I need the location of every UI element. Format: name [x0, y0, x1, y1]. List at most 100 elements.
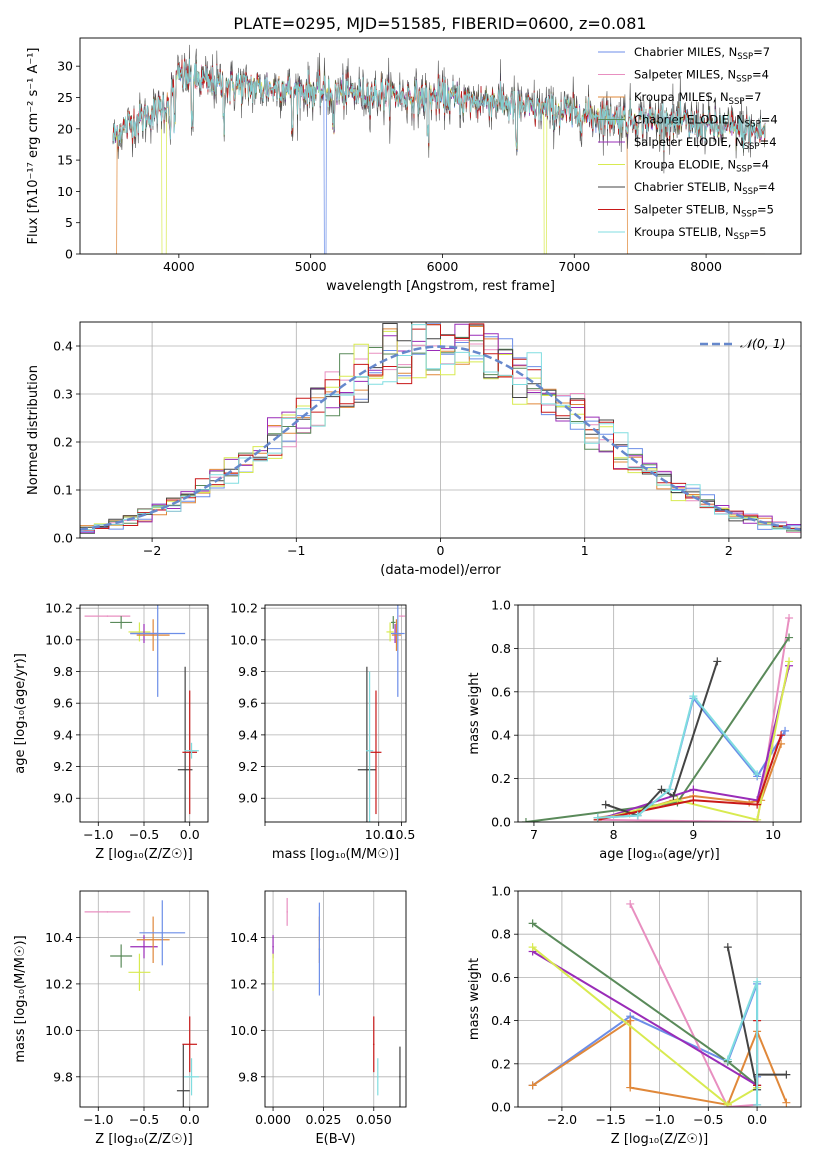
weight-marker — [782, 1098, 791, 1107]
x-tick-label: 0.0 — [180, 827, 200, 842]
y-tick-label: 0.4 — [491, 1013, 511, 1028]
weight-marker — [528, 919, 537, 928]
legend-n: =7 — [744, 90, 761, 104]
data-point — [138, 971, 141, 974]
weight-marker — [782, 1070, 791, 1079]
legend-label: Salpeter ELODIE, N — [634, 135, 744, 149]
x-axis-label: Z [log₁₀(Z/Z☉)] — [611, 1132, 708, 1147]
legend-label: Salpeter MILES, N — [634, 68, 736, 82]
x-tick-label: 0.0 — [747, 1112, 767, 1127]
y-tick-label: 0.0 — [491, 815, 511, 830]
weight-series-line — [597, 743, 783, 819]
y-tick-label: 10.2 — [230, 601, 258, 616]
legend-sub: SSP — [742, 187, 758, 197]
y-tick-label: 0.4 — [53, 339, 73, 354]
y-tick-label: 10.2 — [45, 976, 73, 991]
y-tick-label: 10.0 — [45, 1023, 73, 1038]
axes-frame — [79, 321, 802, 539]
weight-marker — [626, 899, 635, 908]
weight-marker — [601, 800, 610, 809]
y-tick-label: 10.4 — [45, 930, 73, 945]
data-point — [375, 751, 377, 754]
legend-entry: Kroupa MILES, NSSP=7 — [634, 90, 761, 107]
legend-entry: Kroupa STELIB, NSSP=5 — [634, 225, 766, 242]
panel-mass-vs-ebv: 0.000 0.025 0.050 9.8 10.0 10.2 10.4 E(B-V) — [230, 890, 407, 1147]
y-tick-label: 0.6 — [491, 684, 511, 699]
data-point — [399, 1076, 401, 1078]
y-tick-label: 9.8 — [238, 664, 258, 679]
axes-frame — [517, 890, 802, 1108]
x-tick-label: 0.050 — [356, 1112, 392, 1127]
legend-sub: SSP — [741, 210, 757, 220]
y-tick-label: 0.3 — [53, 387, 73, 402]
y-tick-label: 1.0 — [491, 884, 511, 899]
legend-n: =4 — [760, 135, 777, 149]
legend-n: =4 — [758, 180, 775, 194]
data-point — [156, 632, 159, 635]
x-tick-label: −1.0 — [644, 1112, 674, 1127]
plot-area — [521, 614, 794, 822]
y-tick-label: 0.1 — [53, 483, 73, 498]
legend-n: =4 — [761, 113, 778, 127]
axes-frame — [264, 604, 407, 823]
y-tick-label: 30 — [57, 59, 73, 74]
x-axis-label: Z [log₁₀(Z/Z☉)] — [95, 1132, 192, 1147]
x-tick-label: 1 — [581, 543, 589, 558]
y-tick-label: 10.0 — [45, 632, 73, 647]
legend-entry: Salpeter STELIB, NSSP=5 — [634, 203, 774, 220]
x-tick-label: 10 — [765, 827, 781, 842]
legend-entry: Chabrier ELODIE, NSSP=4 — [634, 113, 778, 130]
legend-n: =4 — [752, 158, 769, 172]
legend-label: Kroupa MILES, N — [634, 90, 729, 104]
legend-sub: SSP — [734, 232, 750, 242]
weight-marker — [665, 785, 674, 794]
weight-marker — [753, 800, 762, 809]
weight-marker — [777, 731, 786, 740]
legend-label: Chabrier STELIB, N — [634, 180, 742, 194]
panel-weight-vs-Z: −2.0 −1.5 −1.0 −0.5 0.0 0.0 0.2 0.4 0.6 0.8 1.0 Z [… — [467, 884, 802, 1147]
weight-marker — [657, 785, 666, 794]
weight-series-line — [629, 903, 758, 1107]
data-point — [188, 1043, 191, 1046]
data-point — [395, 634, 398, 636]
x-tick-label: 0.000 — [255, 1112, 291, 1127]
x-tick-label: 0.025 — [306, 1112, 342, 1127]
weight-marker — [593, 813, 602, 822]
spectrum-line — [112, 58, 766, 151]
y-tick-label: 0.6 — [491, 970, 511, 985]
axes-frame — [79, 890, 209, 1108]
legend-entry: Chabrier STELIB, NSSP=4 — [634, 180, 775, 197]
x-tick-label: −0.5 — [129, 1112, 159, 1127]
y-tick-label: 10.2 — [45, 601, 73, 616]
y-tick-label: 9.4 — [238, 727, 258, 742]
weight-marker — [626, 1016, 635, 1025]
weight-marker — [528, 1081, 537, 1090]
legend-entry: Salpeter ELODIE, NSSP=4 — [634, 135, 777, 152]
y-tick-label: 0.2 — [491, 771, 511, 786]
y-tick-label: 9.2 — [53, 759, 73, 774]
data-point — [366, 768, 368, 771]
y-tick-label: 0.2 — [53, 435, 73, 450]
y-tick-label: 9.8 — [53, 664, 73, 679]
y-tick-label: 9.6 — [53, 696, 73, 711]
residual-histogram — [80, 324, 801, 529]
data-point — [401, 615, 403, 617]
x-tick-label: −0.5 — [693, 1112, 723, 1127]
x-axis-label: mass [log₁₀(M/M☉)] — [272, 847, 399, 862]
weight-marker — [521, 818, 530, 822]
data-point — [397, 632, 399, 635]
y-tick-label: 0.8 — [491, 641, 511, 656]
y-tick-label: 9.0 — [53, 791, 73, 806]
data-point — [182, 1089, 185, 1092]
weight-marker — [689, 785, 698, 794]
x-tick-label: 9 — [689, 827, 697, 842]
weight-marker — [723, 1100, 732, 1107]
weight-series-line — [597, 617, 790, 822]
x-axis-label: age [log₁₀(age/yr)] — [599, 847, 720, 862]
weight-marker — [723, 1055, 732, 1064]
weight-marker — [785, 657, 794, 666]
panel-weight-vs-age: 7 8 9 10 0.0 0.2 0.4 0.6 0.8 1.0 age [log₁₀(age/yr… — [467, 598, 802, 862]
axes-frame — [79, 604, 209, 823]
